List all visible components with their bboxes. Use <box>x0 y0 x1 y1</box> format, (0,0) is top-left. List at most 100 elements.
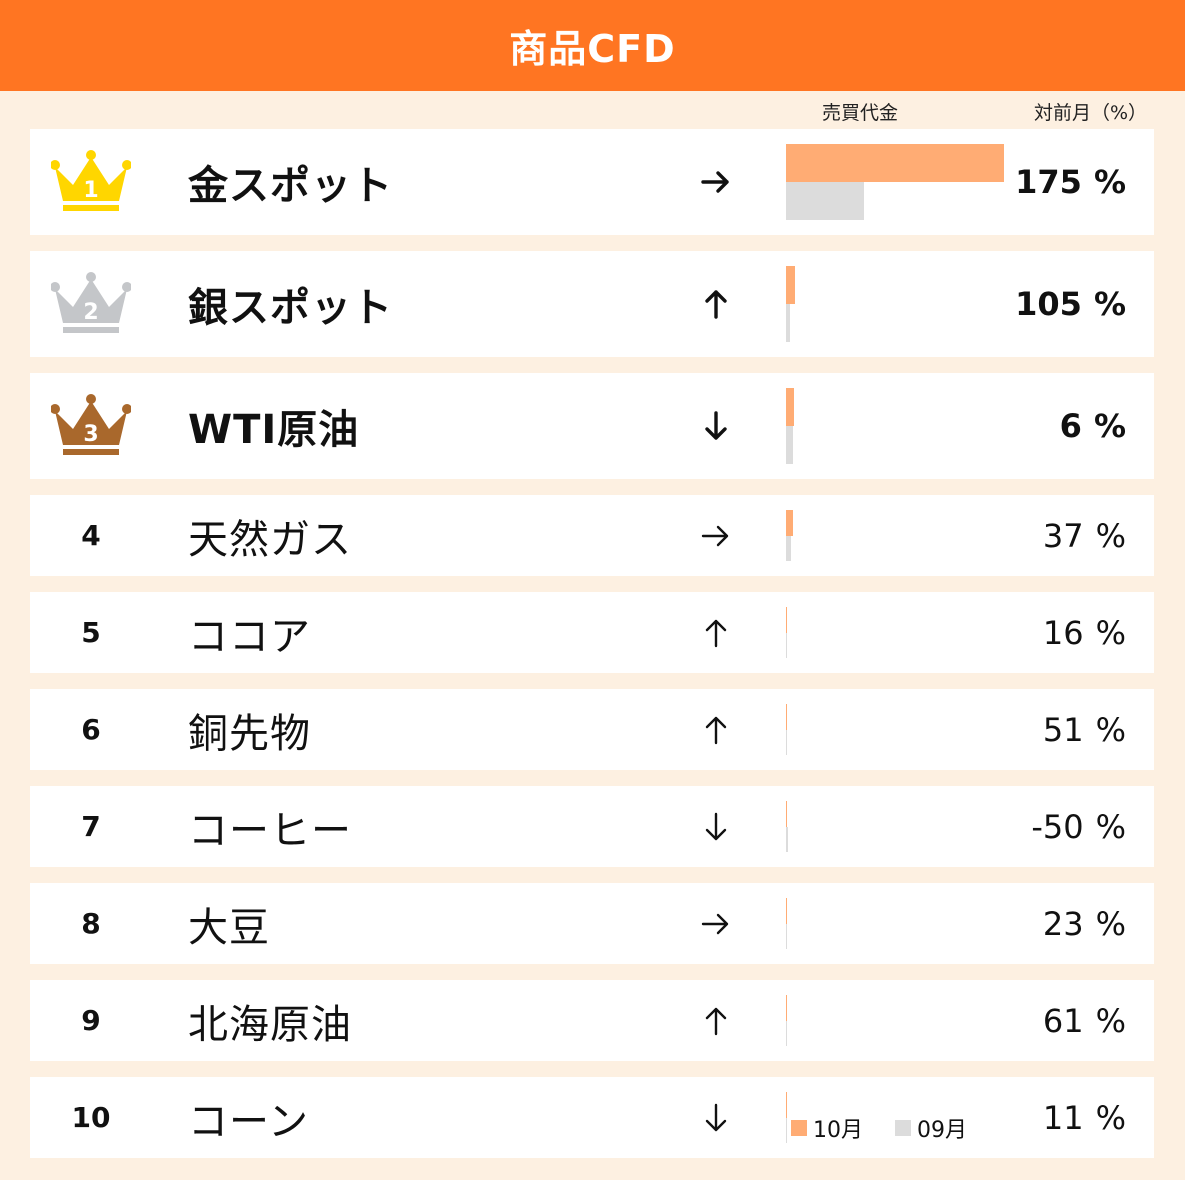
product-name: WTI原油 <box>188 407 360 453</box>
rank-cell: 1 <box>30 129 152 235</box>
change-percent: 105% <box>1015 251 1126 357</box>
trend-right-arrow-icon <box>696 129 736 235</box>
change-value: 51 <box>1042 710 1084 749</box>
bar-previous-month <box>786 182 865 220</box>
bar-current-month <box>786 995 787 1021</box>
table-row: 10 コーン 11% <box>30 1077 1154 1158</box>
trend-up-arrow-icon <box>696 251 736 357</box>
percent-unit: % <box>1095 613 1126 652</box>
bar-previous-month <box>786 632 787 658</box>
silver-crown-icon: 2 <box>51 272 131 333</box>
change-value: 105 <box>1015 285 1082 323</box>
trend-down-arrow-icon <box>696 786 736 867</box>
trend-up-arrow-icon <box>696 980 736 1061</box>
volume-bars <box>786 689 1026 770</box>
bar-current-month <box>786 144 1004 182</box>
volume-bars <box>786 129 1026 235</box>
rank-cell: 7 <box>30 786 152 867</box>
trend-right-arrow-icon <box>696 495 736 576</box>
percent-unit: % <box>1095 807 1126 846</box>
bar-previous-month <box>786 1020 787 1046</box>
crown-rank-label: 2 <box>83 300 98 325</box>
volume-column-header: 売買代金 <box>822 102 899 124</box>
product-name: コーヒー <box>188 807 352 854</box>
bar-current-month <box>786 801 787 827</box>
legend-item-previous: 09月 <box>895 1112 967 1144</box>
percent-unit: % <box>1095 710 1126 749</box>
rank-number: 5 <box>81 616 101 649</box>
change-value: -50 <box>1031 807 1084 846</box>
product-name: 大豆 <box>188 904 270 951</box>
trend-up-arrow-icon <box>696 689 736 770</box>
legend: 10月 09月 <box>791 1112 999 1144</box>
change-value: 6 <box>1059 407 1082 445</box>
legend-swatch-current <box>791 1120 807 1136</box>
percent-unit: % <box>1093 285 1126 323</box>
volume-bars <box>786 495 1026 576</box>
bar-current-month <box>786 388 794 426</box>
change-percent: 23% <box>1043 883 1126 964</box>
rank-cell: 3 <box>30 373 152 479</box>
legend-item-current: 10月 <box>791 1112 863 1144</box>
bar-current-month <box>786 607 788 633</box>
change-percent: 11% <box>1043 1077 1126 1158</box>
change-percent: 51% <box>1043 689 1126 770</box>
volume-bars <box>786 786 1026 867</box>
bar-current-month <box>786 1092 787 1118</box>
bar-current-month <box>786 704 788 730</box>
table-row: 9 北海原油 61% <box>30 980 1154 1061</box>
legend-swatch-previous <box>895 1120 911 1136</box>
bar-previous-month <box>786 426 794 464</box>
table-row: 4 天然ガス 37% <box>30 495 1154 576</box>
product-name: 金スポット <box>188 163 393 209</box>
volume-bars <box>786 980 1026 1061</box>
change-percent: 175% <box>1015 129 1126 235</box>
change-value: 23 <box>1042 904 1084 943</box>
product-name: ココア <box>188 613 311 660</box>
rank-number: 7 <box>81 810 101 843</box>
change-percent: 37% <box>1043 495 1126 576</box>
trend-down-arrow-icon <box>696 1077 736 1158</box>
percent-unit: % <box>1095 1098 1126 1137</box>
change-value: 37 <box>1042 516 1084 555</box>
bar-previous-month <box>786 923 787 949</box>
rank-cell: 2 <box>30 251 152 357</box>
table-row: 3 WTI原油 6% <box>30 373 1154 479</box>
change-value: 61 <box>1042 1001 1084 1040</box>
change-percent: 61% <box>1043 980 1126 1061</box>
bar-previous-month <box>786 729 787 755</box>
rank-number: 8 <box>81 907 101 940</box>
table-row: 6 銅先物 51% <box>30 689 1154 770</box>
table-row: 2 銀スポット 105% <box>30 251 1154 357</box>
percent-unit: % <box>1095 904 1126 943</box>
product-name: 天然ガス <box>188 516 352 563</box>
table-row: 5 ココア 16% <box>30 592 1154 673</box>
bar-previous-month <box>786 1117 787 1143</box>
bronze-crown-icon: 3 <box>51 394 131 455</box>
table-row: 8 大豆 23% <box>30 883 1154 964</box>
rank-number: 6 <box>81 713 101 746</box>
bar-previous-month <box>786 535 791 561</box>
rank-cell: 8 <box>30 883 152 964</box>
volume-bars <box>786 883 1026 964</box>
rank-number: 10 <box>71 1101 111 1134</box>
volume-bars <box>786 373 1026 479</box>
crown-rank-label: 3 <box>83 422 98 447</box>
page-header: 商品CFD <box>0 0 1185 91</box>
trend-right-arrow-icon <box>696 883 736 964</box>
volume-bars <box>786 592 1026 673</box>
volume-bars <box>786 1077 1026 1158</box>
trend-down-arrow-icon <box>696 373 736 479</box>
volume-bars <box>786 251 1026 357</box>
trend-up-arrow-icon <box>696 592 736 673</box>
rank-number: 4 <box>81 519 101 552</box>
percent-unit: % <box>1095 1001 1126 1040</box>
change-percent: 6% <box>1060 373 1126 479</box>
product-name: コーン <box>188 1098 309 1145</box>
page-title: 商品CFD <box>509 27 676 71</box>
bar-previous-month <box>786 304 791 342</box>
table-row: 1 金スポット 175% <box>30 129 1154 235</box>
rank-cell: 6 <box>30 689 152 770</box>
rank-cell: 4 <box>30 495 152 576</box>
gold-crown-icon: 1 <box>51 150 131 211</box>
